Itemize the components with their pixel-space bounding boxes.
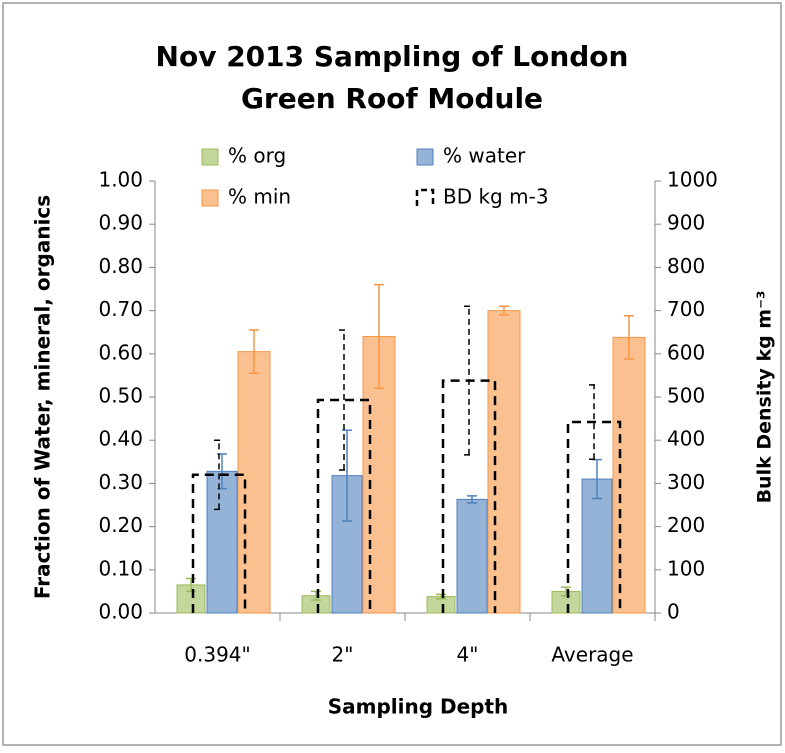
x-axis-label: Sampling Depth	[328, 695, 509, 719]
legend-label: % min	[228, 185, 291, 209]
bar	[206, 470, 238, 614]
y-tick-label: 0.40	[98, 427, 143, 451]
bar	[487, 310, 521, 614]
y2-tick-label: 400	[667, 427, 705, 451]
y-tick-label: 0.20	[98, 513, 143, 537]
chart-title: Nov 2013 Sampling of London	[156, 40, 629, 73]
error-bar	[499, 305, 509, 316]
error-bar	[467, 495, 477, 504]
y2-tick-label: 500	[667, 384, 705, 408]
y-axis-label: Fraction of Water, mineral, organics	[31, 195, 55, 599]
error-bar	[311, 590, 321, 601]
error-bar	[339, 329, 349, 471]
chart-title: Green Roof Module	[241, 82, 543, 115]
y2-tick-label: 800	[667, 254, 705, 278]
error-bar	[186, 577, 196, 593]
y2-tick-label: 0	[667, 600, 680, 624]
y2-axis-label: Bulk Density kg m⁻³	[754, 291, 776, 504]
y2-tick-label: 600	[667, 340, 705, 364]
error-bar	[436, 593, 446, 600]
legend-swatch	[201, 148, 219, 166]
x-tick-label: 0.394"	[184, 643, 250, 667]
error-bar	[624, 315, 634, 360]
error-bar	[214, 439, 224, 511]
legend-label: BD kg m-3	[443, 185, 549, 209]
legend-swatch	[415, 188, 435, 206]
y-tick-label: 0.10	[98, 556, 143, 580]
error-bar	[561, 586, 571, 597]
legend-label: % org	[228, 144, 286, 168]
bar	[612, 336, 646, 614]
legend-swatch	[201, 189, 219, 207]
y-tick-label: 0.30	[98, 470, 143, 494]
y-tick-label: 0.90	[98, 211, 143, 235]
error-bar	[374, 283, 384, 390]
y-tick-label: 0.50	[98, 384, 143, 408]
y2-tick-label: 200	[667, 513, 705, 537]
y-tick-label: 0.70	[98, 297, 143, 321]
bar	[566, 420, 622, 613]
x-tick-label: 4"	[457, 643, 479, 667]
error-bar	[342, 429, 352, 522]
x-tick-label: 2"	[332, 643, 354, 667]
y-tick-label: 1.00	[98, 168, 143, 192]
y2-tick-label: 1000	[667, 168, 718, 192]
y2-tick-label: 700	[667, 297, 705, 321]
legend-swatch	[416, 148, 434, 166]
y2-tick-label: 900	[667, 211, 705, 235]
error-bar	[249, 329, 259, 374]
bar	[581, 478, 613, 614]
y-tick-label: 0.80	[98, 254, 143, 278]
legend-label: % water	[443, 144, 526, 168]
bar	[456, 498, 488, 614]
y-tick-label: 0.60	[98, 340, 143, 364]
bar	[191, 473, 247, 613]
bar	[316, 398, 372, 613]
x-tick-label: Average	[551, 643, 633, 667]
y-tick-label: 0.00	[98, 600, 143, 624]
error-bar	[464, 305, 474, 456]
y2-tick-label: 300	[667, 470, 705, 494]
error-bar	[589, 384, 599, 460]
bar	[237, 351, 271, 614]
y2-tick-label: 100	[667, 556, 705, 580]
